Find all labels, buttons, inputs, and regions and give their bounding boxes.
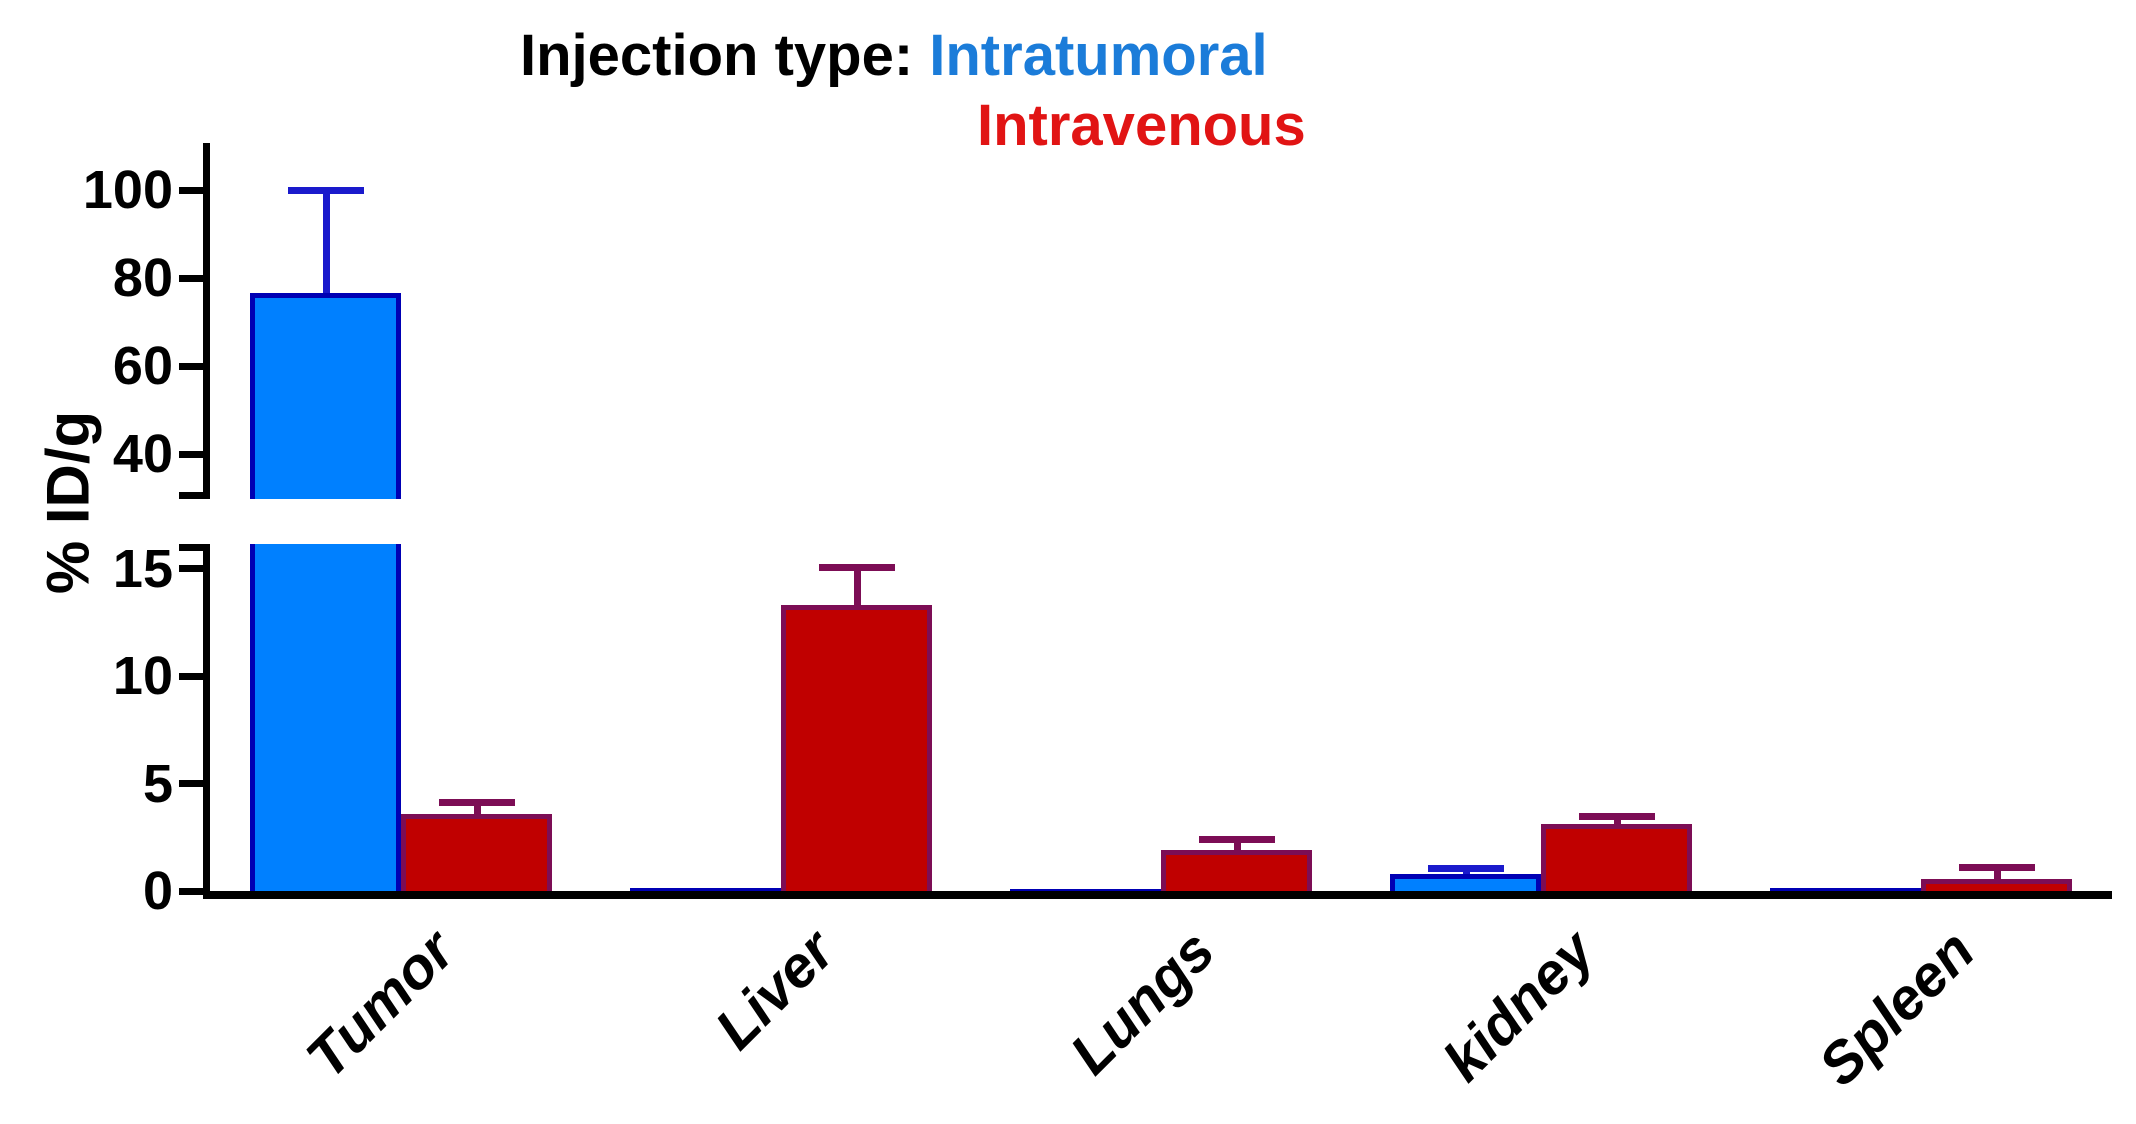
y-tick-40 [179,450,206,458]
x-category-label-liver: Liver [702,917,847,1062]
bar-intravenous-kidney-error-stem [1613,815,1621,825]
x-category-label-kidney: kidney [1430,917,1607,1094]
bar-intratumoral-tumor [250,293,401,499]
bar-intravenous-liver-error-cap [818,564,895,572]
chart-title-line1: Injection type: Intratumoral [520,22,1268,89]
bar-intravenous-lungs [1161,850,1312,894]
bar-intravenous-tumor-error-stem [473,801,481,814]
x-category-label-lungs: Lungs [1057,917,1227,1087]
bar-intratumoral-kidney-error-cap [1427,865,1504,873]
y-tick-label: 5 [142,753,173,814]
y-tick-label: 80 [112,248,173,308]
y-axis-lower-segment [203,544,210,899]
y-tick-5 [179,780,206,787]
bar-intratumoral-kidney [1390,873,1541,894]
y-axis-break-tick-upper [179,491,206,499]
bar-intravenous-lungs-error-cap [1198,836,1275,844]
bar-intravenous-tumor [401,813,552,894]
y-tick-100 [179,186,206,194]
y-tick-label: 40 [112,424,173,484]
y-tick-15 [179,565,206,572]
bar-intravenous-liver [781,605,932,894]
y-tick-label: 10 [112,646,173,706]
bar-intravenous-spleen [1921,879,2072,894]
y-tick-label: 0 [142,861,173,921]
y-tick-60 [179,362,206,370]
bar-intravenous-kidney [1541,824,1692,894]
y-axis-upper-segment [203,143,210,499]
y-tick-label: 15 [112,538,173,599]
bar-intratumoral-tumor-error-stem [322,190,330,294]
legend-intratumoral: Intratumoral [929,23,1268,88]
bar-intratumoral-tumor-lower [250,544,401,894]
y-axis-break-tick-lower [179,543,206,551]
y-tick-10 [179,672,206,680]
bar-intravenous-liver-error-stem [853,567,861,606]
bar-intratumoral-tumor-error-cap [287,187,364,194]
bar-intravenous-tumor-error-cap [438,798,515,806]
y-tick-0 [179,887,206,895]
bar-intratumoral-liver [630,887,781,894]
legend-intravenous: Intravenous [977,93,1306,158]
bar-intravenous-lungs-error-stem [1233,839,1241,851]
bar-intratumoral-spleen [1770,887,1921,894]
x-category-label-spleen: Spleen [1806,917,1987,1099]
x-category-label-tumor: Tumor [294,917,467,1091]
bar-intravenous-spleen-error-cap [1958,864,2035,872]
y-tick-label: 60 [112,336,173,396]
title-prefix: Injection type: [520,23,930,88]
bar-intravenous-spleen-error-stem [1993,867,2001,880]
x-axis-line [203,891,2112,899]
bar-intravenous-kidney-error-cap [1578,812,1655,820]
y-tick-label: 100 [82,160,173,220]
y-tick-80 [179,274,206,282]
